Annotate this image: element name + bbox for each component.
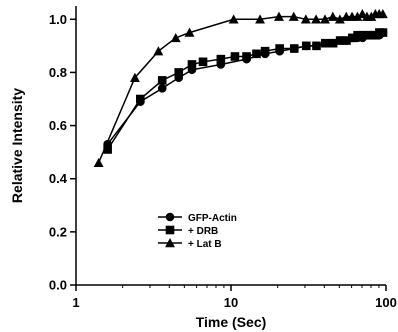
axes: 0.0 0.2 0.4 0.6 0.8 1.0 1 10 100 (49, 6, 397, 310)
legend-label: + DRB (188, 226, 218, 237)
legend-label: GFP-Actin (188, 213, 237, 224)
data-point (321, 38, 330, 48)
legend-label: + Lat B (188, 239, 222, 250)
data-point (347, 33, 357, 43)
data-point (184, 27, 195, 37)
x-tick-label: 1 (72, 295, 79, 310)
data-point (353, 30, 362, 40)
y-tick-label: 0.0 (49, 278, 67, 293)
data-point (335, 36, 345, 45)
data-point (328, 38, 338, 48)
data-point (274, 11, 284, 21)
data-point (129, 72, 140, 82)
series-circle (103, 28, 388, 149)
data-point (255, 14, 266, 24)
data-point (198, 57, 208, 67)
data-point (311, 14, 322, 24)
x-axis-title: Time (Sec) (196, 314, 267, 330)
data-point (252, 49, 261, 59)
legend-marker (165, 225, 175, 235)
legend-marker (165, 212, 175, 222)
data-point (174, 68, 184, 77)
data-point (136, 94, 145, 104)
data-point (358, 30, 367, 40)
y-tick-label: 0.6 (49, 118, 67, 133)
data-point (230, 52, 240, 61)
data-point (342, 36, 351, 45)
data-point (93, 157, 104, 167)
series-line (107, 31, 384, 145)
legend-marker (165, 238, 175, 248)
data-point (153, 46, 164, 56)
series-square (103, 28, 388, 154)
legend: GFP-Actin + DRB + Lat B (158, 212, 237, 250)
data-point (352, 11, 363, 21)
data-point (157, 76, 167, 85)
data-point (300, 14, 311, 24)
series-triangle (93, 9, 388, 167)
series-layer (93, 9, 388, 167)
data-point (327, 11, 338, 21)
data-point (362, 30, 372, 40)
series-line (106, 31, 383, 150)
data-point (366, 11, 377, 21)
data-point (157, 84, 167, 93)
data-point (320, 14, 330, 24)
y-axis-title: Relative Intensity (9, 88, 25, 203)
data-point (187, 60, 197, 69)
data-point (228, 14, 239, 24)
data-point (242, 52, 251, 61)
data-point (103, 145, 112, 154)
data-point (378, 28, 388, 37)
y-tick-label: 0.4 (49, 171, 68, 186)
data-point (170, 32, 181, 43)
data-point (289, 44, 299, 53)
y-tick-label: 0.2 (49, 224, 67, 239)
data-point (216, 54, 226, 64)
data-point (288, 11, 299, 21)
data-point (275, 44, 284, 53)
x-tick-label: 100 (375, 295, 397, 310)
data-point (312, 41, 321, 51)
data-point (260, 46, 270, 56)
y-tick-label: 1.0 (49, 12, 67, 27)
data-point (301, 41, 311, 51)
data-point (377, 9, 388, 19)
x-tick-label: 10 (224, 295, 238, 310)
data-point (334, 14, 345, 24)
y-tick-label: 0.8 (49, 65, 67, 80)
